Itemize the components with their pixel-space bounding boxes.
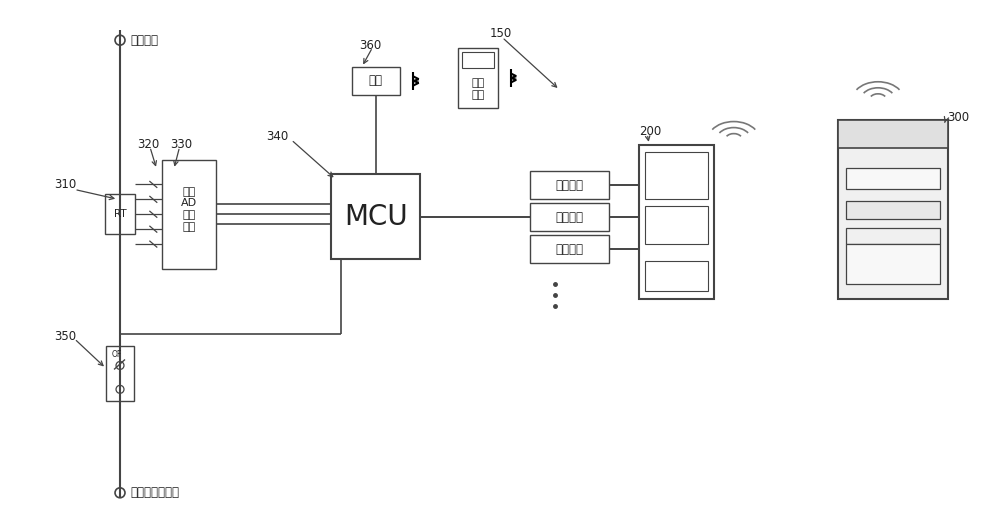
Text: 310: 310 [54,178,77,191]
Text: OF: OF [112,350,122,359]
Bar [846,168,940,189]
Text: 终端: 终端 [471,90,485,100]
Bar [645,206,708,244]
Bar [106,346,134,401]
Bar [639,144,714,299]
Bar [530,235,609,263]
Circle shape [116,361,124,369]
Circle shape [116,385,124,394]
Text: 载波模块: 载波模块 [556,179,584,192]
Bar [838,120,948,148]
Text: 360: 360 [359,39,381,52]
Text: 载波模块: 载波模块 [556,211,584,224]
Bar [838,120,948,299]
Text: 蓝牙: 蓝牙 [369,75,383,87]
Bar [645,152,708,199]
Text: 手持: 手持 [471,78,485,88]
Bar [331,175,420,259]
Text: 340: 340 [266,130,288,143]
Bar [105,194,135,234]
Text: RT: RT [114,209,126,219]
Bar [530,171,609,199]
Circle shape [115,488,125,498]
Bar [846,244,940,284]
Text: 330: 330 [170,138,192,151]
Text: 入户干线: 入户干线 [130,34,158,47]
Bar [458,48,498,108]
Bar [462,52,494,68]
Circle shape [115,35,125,45]
Text: 350: 350 [54,330,76,343]
Bar [846,202,940,219]
Bar [645,261,708,291]
Text: 家庭供电主电路: 家庭供电主电路 [130,486,179,499]
Text: MCU: MCU [344,203,407,231]
Text: 320: 320 [137,138,159,151]
Text: 150: 150 [490,27,512,40]
Text: 300: 300 [948,111,970,124]
Bar [162,160,216,269]
Bar [846,228,940,244]
Text: 200: 200 [639,125,662,138]
Text: 载波模块: 载波模块 [556,243,584,256]
Bar [352,67,400,95]
Text: 多路
AD
转换
模块: 多路 AD 转换 模块 [181,187,197,232]
Bar [530,203,609,231]
